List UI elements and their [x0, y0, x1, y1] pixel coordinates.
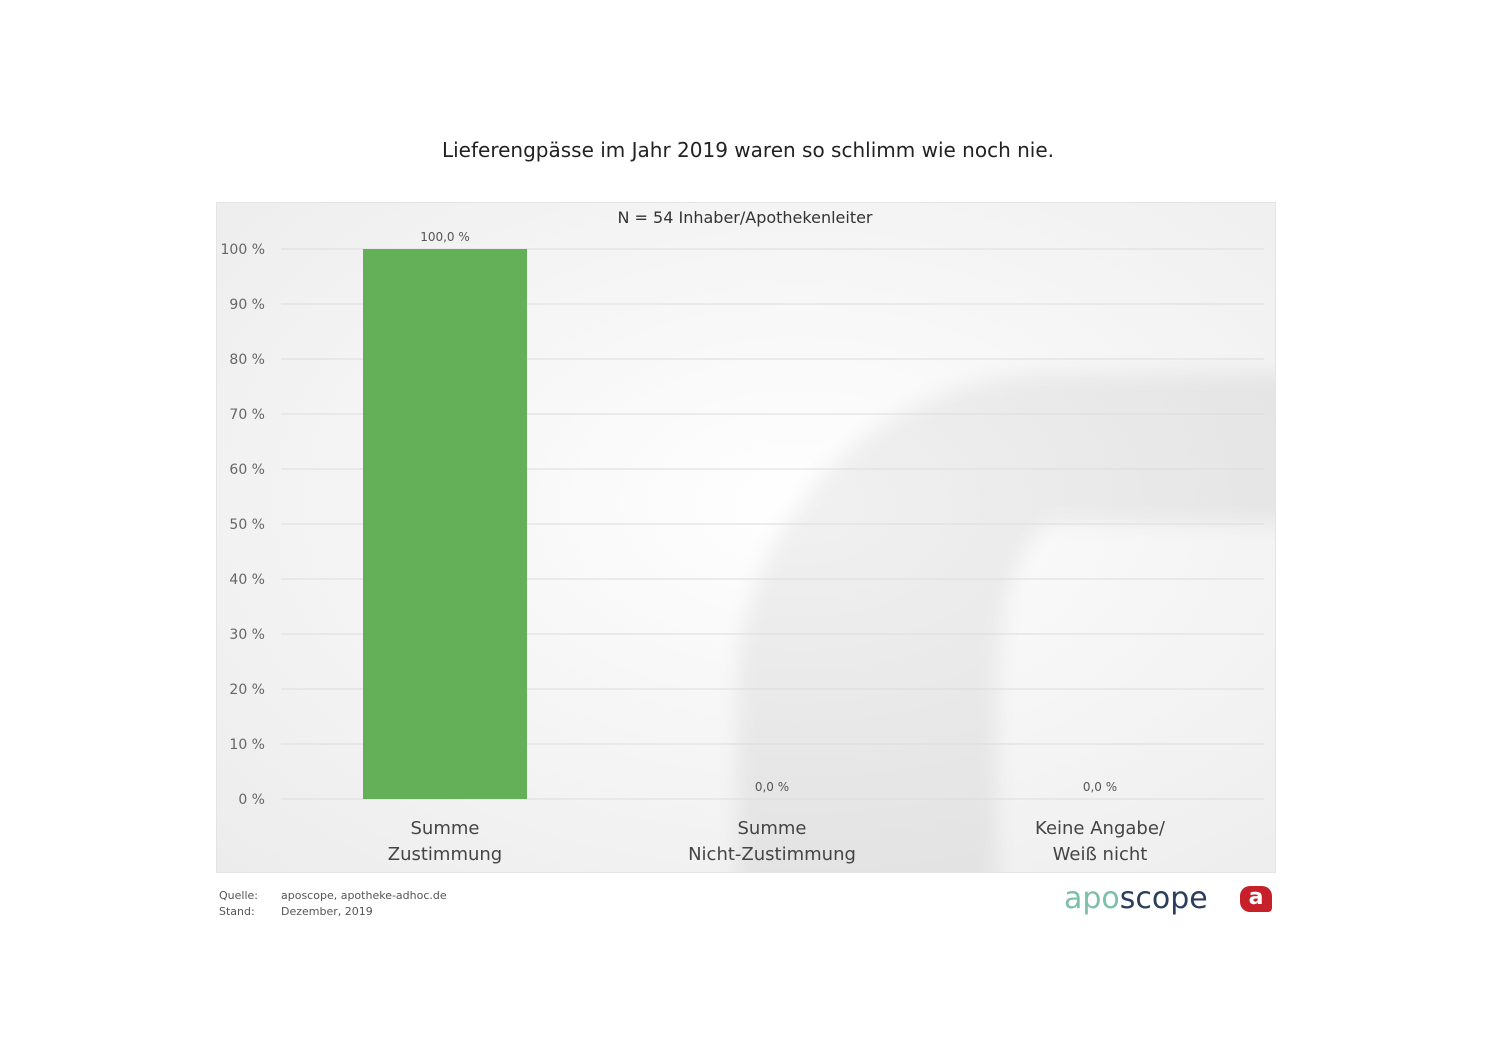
- data-label: 0,0 %: [1083, 780, 1117, 794]
- date-value: Dezember, 2019: [281, 905, 373, 918]
- y-tick-label: 30 %: [229, 627, 265, 643]
- apotheke-adhoc-logo: a: [1240, 886, 1272, 912]
- chart-title: Lieferengpässe im Jahr 2019 waren so sch…: [441, 138, 1054, 162]
- x-tick-label: Summe: [411, 818, 480, 839]
- y-tick-label: 0 %: [238, 792, 265, 808]
- aposcope-logo: aposcope: [1064, 881, 1208, 916]
- date-label: Stand:: [219, 905, 255, 918]
- y-tick-label: 10 %: [229, 737, 265, 753]
- y-tick-label: 40 %: [229, 572, 265, 588]
- y-tick-label: 70 %: [229, 407, 265, 423]
- x-tick-label: Summe: [738, 818, 807, 839]
- bar: [363, 249, 527, 799]
- x-tick-label: Keine Angabe/: [1035, 818, 1166, 839]
- chart-subtitle: N = 54 Inhaber/Apothekenleiter: [617, 208, 873, 227]
- y-tick-label: 50 %: [229, 517, 265, 533]
- data-label: 100,0 %: [420, 230, 470, 244]
- y-tick-label: 90 %: [229, 297, 265, 313]
- y-tick-label: 100 %: [221, 242, 265, 258]
- x-tick-label: Nicht-Zustimmung: [688, 844, 856, 865]
- source-value: aposcope, apotheke-adhoc.de: [281, 889, 447, 902]
- y-tick-label: 20 %: [229, 682, 265, 698]
- x-tick-label: Weiß nicht: [1053, 844, 1148, 865]
- source-label: Quelle:: [219, 889, 258, 902]
- y-tick-label: 80 %: [229, 352, 265, 368]
- x-tick-label: Zustimmung: [388, 844, 503, 865]
- data-label: 0,0 %: [755, 780, 789, 794]
- y-tick-label: 60 %: [229, 462, 265, 478]
- source-note: Quelle: aposcope, apotheke-adhoc.de Stand…: [219, 888, 447, 920]
- watermark: [737, 373, 1275, 872]
